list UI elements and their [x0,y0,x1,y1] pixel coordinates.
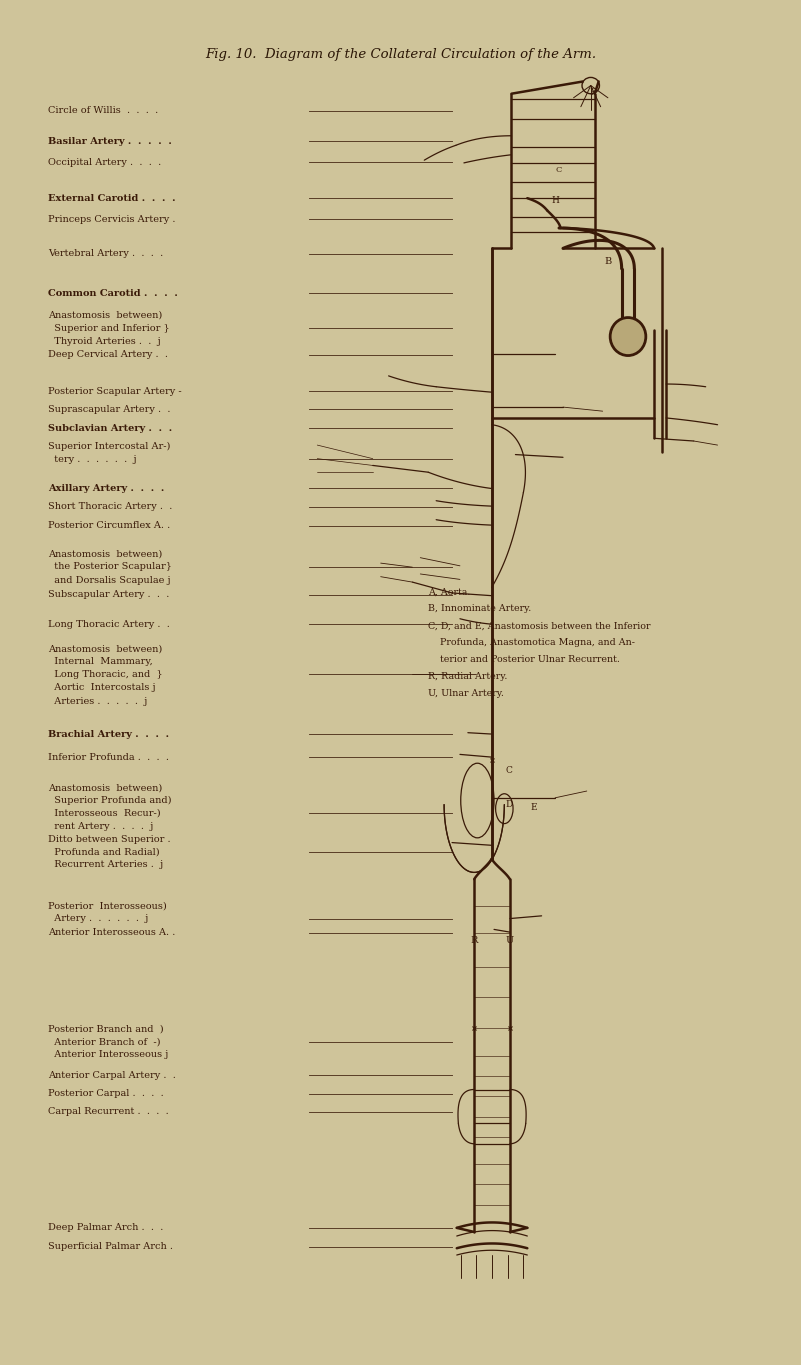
Text: D: D [505,800,513,809]
Text: Basilar Artery .  .  .  .  .: Basilar Artery . . . . . [48,136,171,146]
Text: Carpal Recurrent .  .  .  .: Carpal Recurrent . . . . [48,1107,168,1117]
Text: Long Thoracic Artery .  .: Long Thoracic Artery . . [48,620,170,629]
Text: Common Carotid .  .  .  .: Common Carotid . . . . [48,288,178,298]
Text: Posterior Carpal .  .  .  .: Posterior Carpal . . . . [48,1089,163,1097]
Text: Profunda, Anastomotica Magna, and An-: Profunda, Anastomotica Magna, and An- [429,639,635,647]
Text: Superior Intercostal Ar-): Superior Intercostal Ar-) [48,442,170,450]
Text: A, Aorta.: A, Aorta. [429,587,471,597]
Text: Anastomosis  between): Anastomosis between) [48,310,162,319]
Text: U: U [505,936,514,945]
Text: Subclavian Artery .  .  .: Subclavian Artery . . . [48,423,172,433]
Text: Superior Profunda and): Superior Profunda and) [48,796,171,805]
Text: Recurrent Arteries .  j: Recurrent Arteries . j [48,860,163,870]
Text: Profunda and Radial): Profunda and Radial) [48,848,159,857]
Text: Circle of Willis  .  .  .  .: Circle of Willis . . . . [48,106,158,115]
Text: Superior and Inferior }: Superior and Inferior } [48,324,170,333]
Text: Fig. 10.  Diagram of the Collateral Circulation of the Arm.: Fig. 10. Diagram of the Collateral Circu… [205,48,596,61]
Text: Occipital Artery .  .  .  .: Occipital Artery . . . . [48,158,161,167]
Text: Suprascapular Artery .  .: Suprascapular Artery . . [48,404,171,414]
Ellipse shape [610,318,646,355]
Text: Anterior Carpal Artery .  .: Anterior Carpal Artery . . [48,1070,175,1080]
Text: the Posterior Scapular}: the Posterior Scapular} [48,562,171,571]
Text: Subscapular Artery .  .  .: Subscapular Artery . . . [48,591,169,599]
Text: Thyroid Arteries .  .  j: Thyroid Arteries . . j [48,337,160,347]
Text: Ditto between Superior .: Ditto between Superior . [48,834,171,844]
Text: Princeps Cervicis Artery .: Princeps Cervicis Artery . [48,214,175,224]
Text: Posterior Circumflex A. .: Posterior Circumflex A. . [48,521,170,531]
Text: External Carotid .  .  .  .: External Carotid . . . . [48,194,175,202]
Text: Superficial Palmar Arch .: Superficial Palmar Arch . [48,1242,173,1252]
Text: C: C [505,766,513,775]
Text: Aortic  Intercostals j: Aortic Intercostals j [48,684,155,692]
Text: R, Radial Artery.: R, Radial Artery. [429,673,508,681]
Text: Anterior Interosseous j: Anterior Interosseous j [48,1051,168,1059]
Text: A: A [629,332,635,341]
Text: Interosseous  Recur-): Interosseous Recur-) [48,809,160,818]
Text: Short Thoracic Artery .  .: Short Thoracic Artery . . [48,502,172,512]
Text: C, D, and E, Anastomosis between the Inferior: C, D, and E, Anastomosis between the Inf… [429,621,650,631]
Text: B: B [605,258,612,266]
Text: E: E [530,803,537,812]
Text: Inferior Profunda .  .  .  .: Inferior Profunda . . . . [48,752,169,762]
Text: Brachial Artery .  .  .  .: Brachial Artery . . . . [48,729,169,738]
Text: Posterior Branch and  ): Posterior Branch and ) [48,1025,163,1033]
Text: U, Ulnar Artery.: U, Ulnar Artery. [429,689,504,699]
Text: Anterior Branch of  -): Anterior Branch of -) [48,1037,160,1047]
Text: Anastomosis  between): Anastomosis between) [48,549,162,558]
Text: F: F [590,87,596,97]
Text: Arteries .  .  .  .  .  j: Arteries . . . . . j [48,698,147,706]
Text: Posterior Scapular Artery -: Posterior Scapular Artery - [48,388,181,396]
Text: Anastomosis  between): Anastomosis between) [48,784,162,792]
Text: and Dorsalis Scapulae j: and Dorsalis Scapulae j [48,576,171,584]
Text: Internal  Mammary,: Internal Mammary, [48,657,152,666]
Text: Vertebral Artery .  .  .  .: Vertebral Artery . . . . [48,250,163,258]
Text: tery .  .  .  .  .  .  j: tery . . . . . . j [48,455,136,464]
Text: Anastomosis  between): Anastomosis between) [48,644,162,652]
Text: Long Thoracic, and  }: Long Thoracic, and } [48,670,163,678]
Text: B, Innominate Artery.: B, Innominate Artery. [429,605,532,613]
Text: rent Artery .  .  .  .  j: rent Artery . . . . j [48,822,153,831]
Text: Deep Palmar Arch .  .  .: Deep Palmar Arch . . . [48,1223,163,1233]
Text: H: H [551,197,559,205]
Text: C: C [556,165,562,173]
Text: Artery .  .  .  .  .  .  j: Artery . . . . . . j [48,915,148,923]
Text: terior and Posterior Ulnar Recurrent.: terior and Posterior Ulnar Recurrent. [429,655,620,665]
Text: Deep Cervical Artery .  .: Deep Cervical Artery . . [48,351,167,359]
Text: R: R [470,936,478,945]
Text: Posterior  Interosseous): Posterior Interosseous) [48,901,167,910]
Text: Axillary Artery .  .  .  .: Axillary Artery . . . . [48,485,164,493]
Text: Anterior Interosseous A. .: Anterior Interosseous A. . [48,928,175,938]
